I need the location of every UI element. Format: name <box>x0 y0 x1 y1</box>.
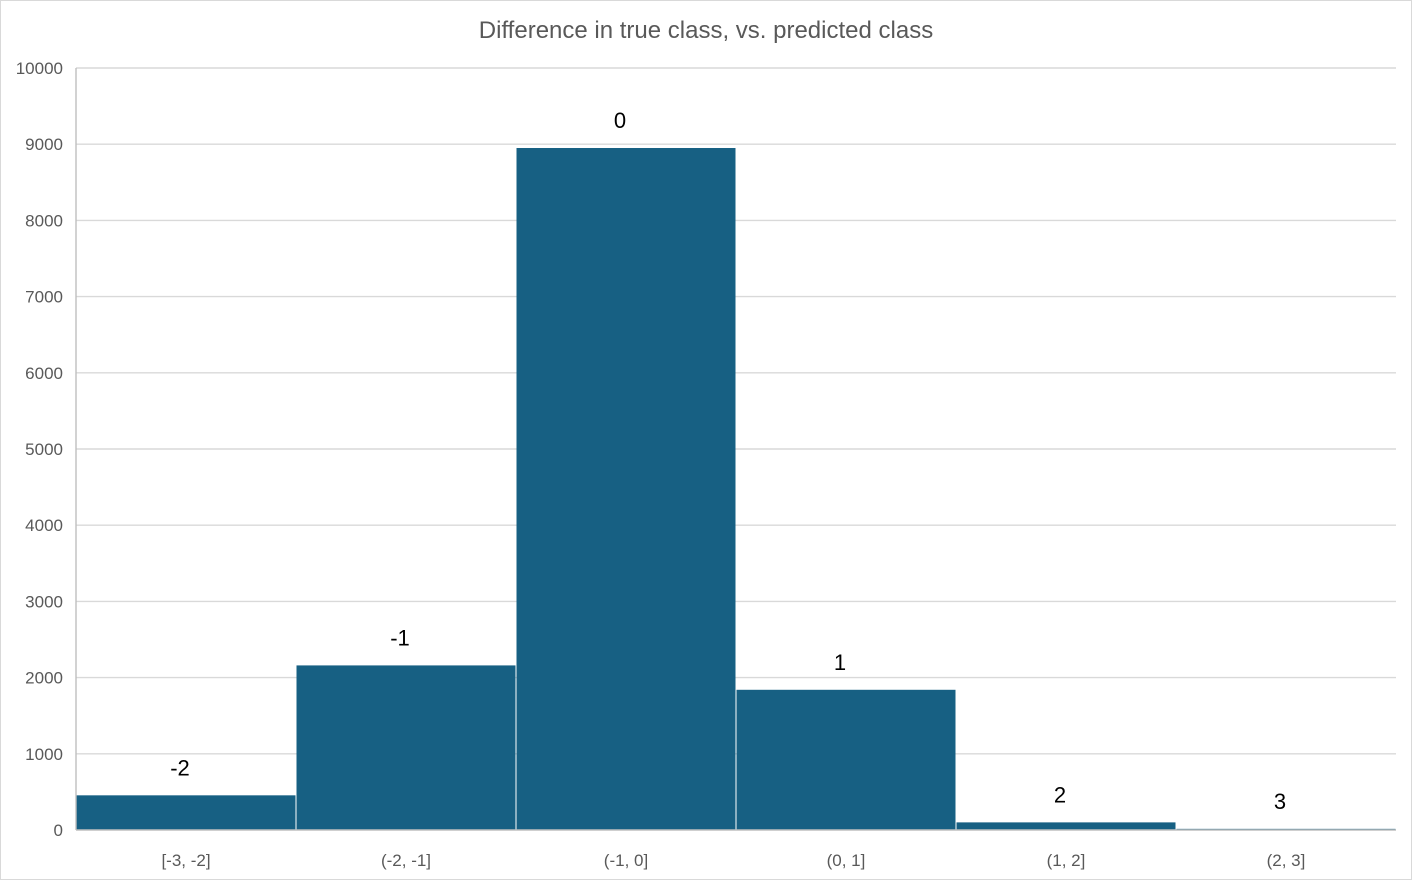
data-label-5: 3 <box>1274 789 1286 814</box>
bar-3 <box>736 689 956 830</box>
x-tick-label: (-2, -1] <box>381 851 431 870</box>
gridlines <box>76 67 1396 755</box>
x-tick-label: (-1, 0] <box>604 851 648 870</box>
data-label-2: 0 <box>614 108 626 133</box>
bar-2 <box>516 148 736 830</box>
y-tick-label: 4000 <box>25 516 63 535</box>
y-tick-label: 3000 <box>25 592 63 611</box>
y-tick-label: 10000 <box>16 59 63 78</box>
y-tick-label: 1000 <box>25 745 63 764</box>
y-tick-label: 2000 <box>25 669 63 688</box>
y-tick-label: 9000 <box>25 135 63 154</box>
data-labels: -2 -1 0 1 2 3 <box>170 108 1286 814</box>
y-tick-label: 5000 <box>25 440 63 459</box>
x-tick-label: (2, 3] <box>1267 851 1306 870</box>
data-label-1: -1 <box>390 625 410 650</box>
y-tick-label: 0 <box>54 821 63 840</box>
y-tick-label: 8000 <box>25 211 63 230</box>
x-tick-label: [-3, -2] <box>161 851 210 870</box>
bar-1 <box>296 665 516 830</box>
bar-0 <box>76 795 296 830</box>
x-tick-label: (1, 2] <box>1047 851 1086 870</box>
data-label-4: 2 <box>1054 782 1066 807</box>
axes: 0 1000 2000 3000 4000 5000 6000 7000 8000 9000 100… <box>16 59 1396 870</box>
y-tick-label: 6000 <box>25 364 63 383</box>
x-tick-label: (0, 1] <box>827 851 866 870</box>
chart-title: Difference in true class, vs. predicted … <box>479 17 933 44</box>
bar-4 <box>956 822 1176 830</box>
data-label-3: 1 <box>834 650 846 675</box>
data-label-0: -2 <box>170 755 190 780</box>
y-tick-label: 7000 <box>25 288 63 307</box>
bars <box>76 148 1396 830</box>
